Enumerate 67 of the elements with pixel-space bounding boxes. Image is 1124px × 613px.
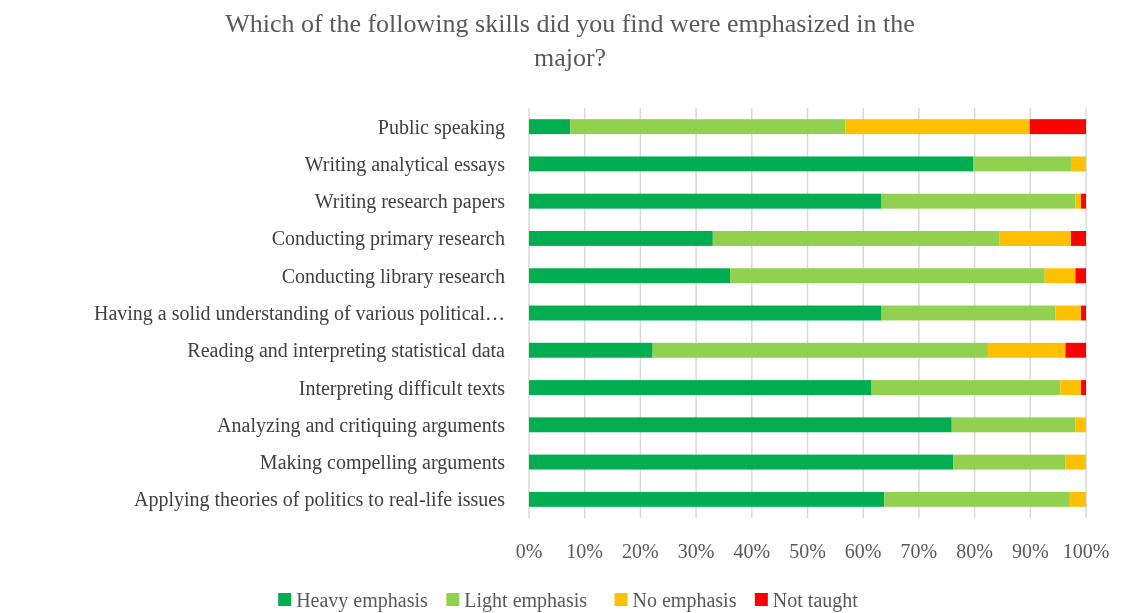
bar bbox=[570, 119, 846, 135]
bar bbox=[1065, 454, 1086, 470]
x-tick-label: 60% bbox=[844, 540, 882, 562]
bar bbox=[871, 380, 1061, 395]
y-tick-label: Writing research papers bbox=[314, 190, 506, 214]
bar bbox=[529, 156, 974, 172]
bar bbox=[987, 342, 1066, 358]
legend-label: Not taught bbox=[772, 589, 859, 612]
bar bbox=[1060, 380, 1081, 395]
x-tick-label: 40% bbox=[733, 540, 771, 562]
x-tick-label: 80% bbox=[956, 540, 993, 562]
bar bbox=[1069, 491, 1086, 507]
bar bbox=[1070, 156, 1086, 172]
x-tick-label: 20% bbox=[622, 540, 659, 562]
bar bbox=[1029, 119, 1086, 135]
x-tick-label: 30% bbox=[677, 540, 715, 562]
bar bbox=[1055, 305, 1081, 321]
y-tick-label: Public speaking bbox=[377, 115, 505, 139]
x-tick-label: 100% bbox=[1062, 540, 1110, 562]
bar bbox=[652, 342, 988, 358]
y-tick-label: Interpreting difficult texts bbox=[298, 376, 506, 400]
legend-label: Heavy emphasis bbox=[296, 589, 428, 612]
bar bbox=[845, 119, 1030, 135]
y-tick-label: Having a solid understanding of various political… bbox=[93, 302, 505, 325]
bar bbox=[529, 193, 882, 209]
y-tick-label: Conducting library research bbox=[281, 264, 505, 288]
bar bbox=[1075, 268, 1086, 284]
bar bbox=[1080, 193, 1086, 209]
y-tick-label: Conducting primary research bbox=[271, 227, 505, 251]
bar bbox=[1075, 193, 1081, 209]
bar bbox=[712, 231, 1000, 246]
x-tick-label: 10% bbox=[566, 540, 604, 562]
bar bbox=[1080, 305, 1086, 321]
bar bbox=[1044, 268, 1076, 284]
y-tick-label: Applying theories of politics to real-life issues bbox=[133, 488, 506, 512]
y-tick-label: Writing analytical essays bbox=[304, 152, 506, 176]
y-tick-label: Reading and interpreting statistical data bbox=[187, 339, 506, 363]
x-tick-label: 50% bbox=[789, 540, 826, 562]
x-tick-label: 70% bbox=[900, 540, 938, 562]
bar bbox=[1070, 231, 1086, 246]
bar bbox=[730, 268, 1045, 284]
bar bbox=[999, 231, 1071, 246]
bar bbox=[529, 380, 872, 395]
bar bbox=[1065, 342, 1086, 358]
bar bbox=[1075, 417, 1086, 433]
x-tick-label: 90% bbox=[1011, 540, 1049, 562]
y-tick-label: Analyzing and critiquing arguments bbox=[217, 413, 506, 437]
bar bbox=[973, 156, 1071, 172]
bar bbox=[881, 305, 1056, 321]
y-tick-label: Making compelling arguments bbox=[259, 451, 506, 475]
bar bbox=[529, 305, 882, 321]
bar bbox=[953, 454, 1066, 470]
bar bbox=[951, 417, 1076, 433]
bar bbox=[881, 193, 1076, 209]
bar bbox=[529, 342, 653, 358]
bar bbox=[529, 231, 713, 246]
bar bbox=[884, 491, 1070, 507]
bar bbox=[529, 454, 954, 470]
bar bbox=[529, 491, 885, 507]
chart-title: Which of the following skills did you find were emphasized in the major? bbox=[225, 9, 915, 72]
bar bbox=[529, 417, 952, 433]
legend-label: Light emphasis bbox=[464, 589, 588, 612]
x-tick-label: 0% bbox=[515, 540, 543, 562]
bar bbox=[529, 268, 731, 284]
legend-label: No emphasis bbox=[632, 589, 737, 612]
bar bbox=[1080, 380, 1086, 395]
bar bbox=[529, 119, 571, 135]
